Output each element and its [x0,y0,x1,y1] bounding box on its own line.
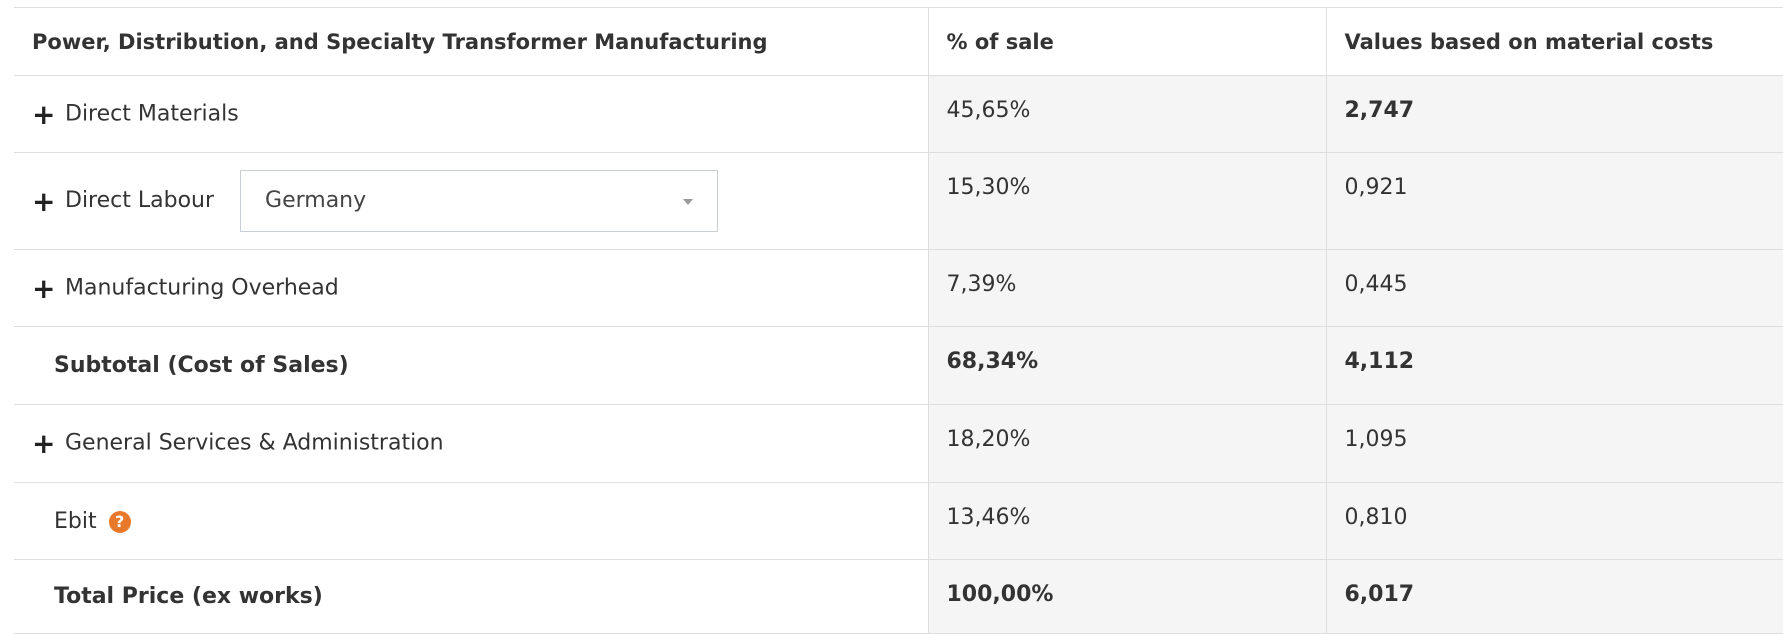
row: Ebit? 13,46% 0,810 [14,482,1783,560]
value: 6,017 [1325,559,1783,634]
expand-icon[interactable]: + [32,271,56,305]
row: Total Price (ex works) 100,00% 6,017 [14,559,1783,634]
row-label: General Services & Administration [65,430,444,456]
value: 0,445 [1325,249,1783,327]
row: + General Services & Administration 18,2… [14,404,1783,483]
percent: 45,65% [927,75,1326,153]
percent: 7,39% [927,249,1326,327]
percent: 13,46% [927,482,1326,560]
value: 2,747 [1325,75,1783,153]
row: + Direct Labour Germany 15,30% 0,921 [14,152,1783,250]
row-label: Direct Materials [65,101,239,126]
cost-table: Power, Distribution, and Specialty Trans… [14,7,1783,634]
row: Subtotal (Cost of Sales) 68,34% 4,112 [14,326,1783,405]
value: 0,921 [1325,152,1783,250]
value: 1,095 [1325,404,1783,483]
value: 0,810 [1325,482,1783,560]
row-label: Manufacturing Overhead [65,275,339,300]
row-label: Subtotal (Cost of Sales) [14,326,928,405]
country-dropdown[interactable]: Germany [240,170,719,232]
header-row: Power, Distribution, and Specialty Trans… [14,7,1783,76]
header-cell: Values based on material costs [1325,7,1783,76]
percent: 18,20% [927,404,1326,483]
help-icon[interactable]: ? [108,510,131,533]
percent: 100,00% [927,559,1326,634]
value: 4,112 [1325,326,1783,405]
expand-icon[interactable]: + [32,427,56,460]
percent: 68,34% [927,326,1326,405]
row-label: Direct Labour [65,188,215,213]
expand-icon[interactable]: + [32,97,56,131]
expand-icon[interactable]: + [32,184,56,218]
row: + Manufacturing Overhead 7,39% 0,445 [14,249,1783,327]
header-cell: % of sale [927,7,1326,76]
row-label: Ebit [54,508,97,534]
row-label: Total Price (ex works) [14,559,928,634]
row: + Direct Materials 45,65% 2,747 [14,75,1783,153]
percent: 15,30% [927,152,1326,250]
header-cell: Power, Distribution, and Specialty Trans… [14,7,928,76]
